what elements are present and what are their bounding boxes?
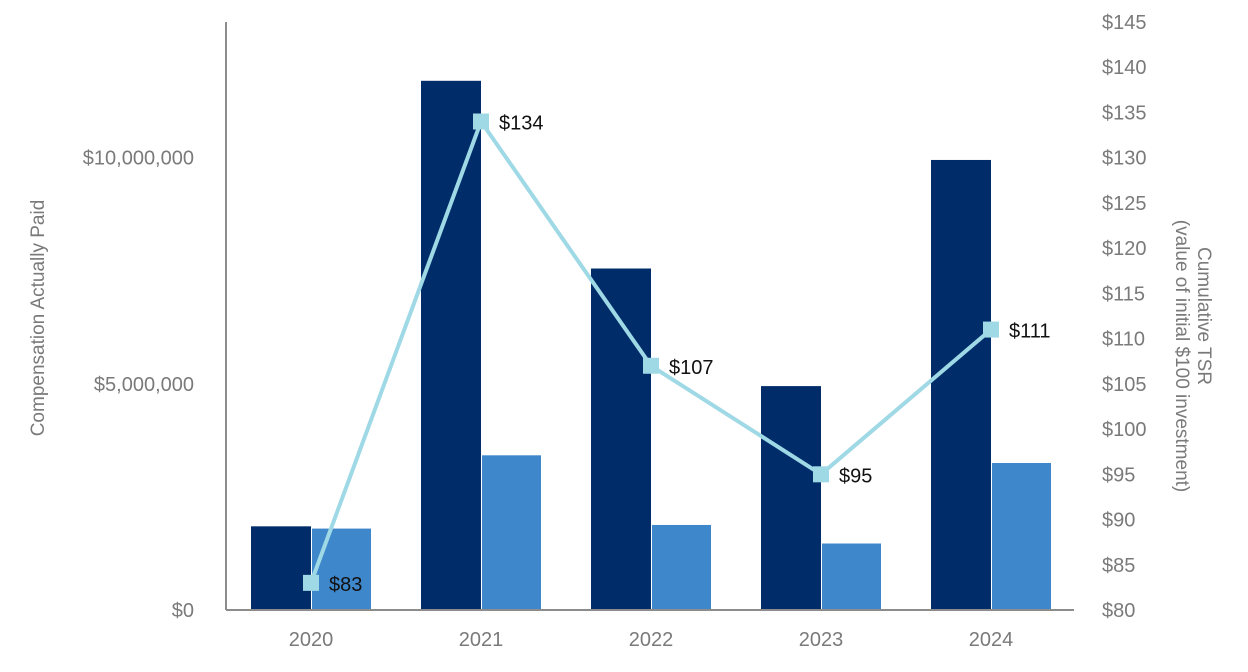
axes-layer bbox=[225, 22, 1074, 611]
right-tick-label: $80 bbox=[1102, 600, 1135, 622]
neo-cap-bar-2021 bbox=[482, 455, 541, 610]
peo-cap-bar-2023 bbox=[761, 386, 821, 610]
tsr-marker-2021 bbox=[473, 113, 489, 130]
bars-layer bbox=[251, 80, 1051, 611]
peo-cap-bar-2021 bbox=[421, 80, 481, 611]
x-tick-label-2021: 2021 bbox=[459, 629, 504, 651]
tsr-label-2024: $111 bbox=[1009, 321, 1051, 343]
peo-cap-bar-2020 bbox=[251, 526, 311, 610]
left-tick-label: $0 bbox=[172, 600, 194, 622]
neo-cap-bar-2024 bbox=[992, 463, 1051, 610]
right-tick-label: $95 bbox=[1102, 464, 1135, 486]
right-tick-label: $100 bbox=[1102, 419, 1147, 441]
left-tick-labels: $0 $5,000,000 $10,000,000 bbox=[83, 148, 194, 622]
tsr-label-2022: $107 bbox=[669, 357, 714, 379]
right-tick-label: $145 bbox=[1102, 12, 1147, 34]
tsr-label-2021: $134 bbox=[499, 113, 544, 135]
right-tick-label: $110 bbox=[1102, 329, 1145, 351]
x-tick-labels: 2020 2021 2022 2023 2024 bbox=[289, 629, 1014, 651]
right-tick-label: $115 bbox=[1102, 283, 1145, 305]
tsr-marker-2023 bbox=[813, 466, 829, 483]
tsr-label-2020: $83 bbox=[329, 574, 362, 596]
right-tick-labels: $80 $85 $90 $95 $100 $105 $110 $115 $120 $125 $130… bbox=[1102, 12, 1147, 622]
right-axis-title-line1: Cumulative TSR bbox=[1193, 247, 1214, 385]
right-tick-label: $120 bbox=[1102, 238, 1147, 260]
left-axis-title: Compensation Actually Paid bbox=[28, 200, 49, 437]
tsr-line-layer: $83 $134 $107 $95 $111 bbox=[303, 113, 1051, 596]
left-tick-label: $5,000,000 bbox=[94, 374, 194, 396]
neo-cap-bar-2023 bbox=[822, 543, 881, 610]
x-tick-label-2024: 2024 bbox=[969, 629, 1014, 651]
tsr-marker-2024 bbox=[983, 321, 999, 338]
right-tick-label: $105 bbox=[1102, 374, 1147, 396]
right-axis-title-line2: (value of initial $100 investment) bbox=[1171, 220, 1192, 492]
tsr-marker-2020 bbox=[303, 574, 319, 591]
x-tick-label-2022: 2022 bbox=[629, 629, 674, 651]
x-tick-label-2023: 2023 bbox=[799, 629, 844, 651]
x-tick-label-2020: 2020 bbox=[289, 629, 334, 651]
right-tick-label: $85 bbox=[1102, 555, 1135, 577]
right-tick-label: $140 bbox=[1102, 57, 1147, 79]
neo-cap-bar-2022 bbox=[652, 524, 711, 610]
tsr-marker-2022 bbox=[643, 357, 659, 374]
tsr-label-2023: $95 bbox=[839, 465, 872, 487]
right-tick-label: $135 bbox=[1102, 102, 1147, 124]
left-tick-label: $10,000,000 bbox=[83, 148, 194, 170]
right-tick-label: $125 bbox=[1102, 193, 1147, 215]
right-tick-label: $90 bbox=[1102, 510, 1135, 532]
neo-cap-bar-2020 bbox=[312, 528, 371, 610]
peo-cap-bar-2024 bbox=[931, 159, 991, 610]
right-tick-label: $130 bbox=[1102, 148, 1147, 170]
